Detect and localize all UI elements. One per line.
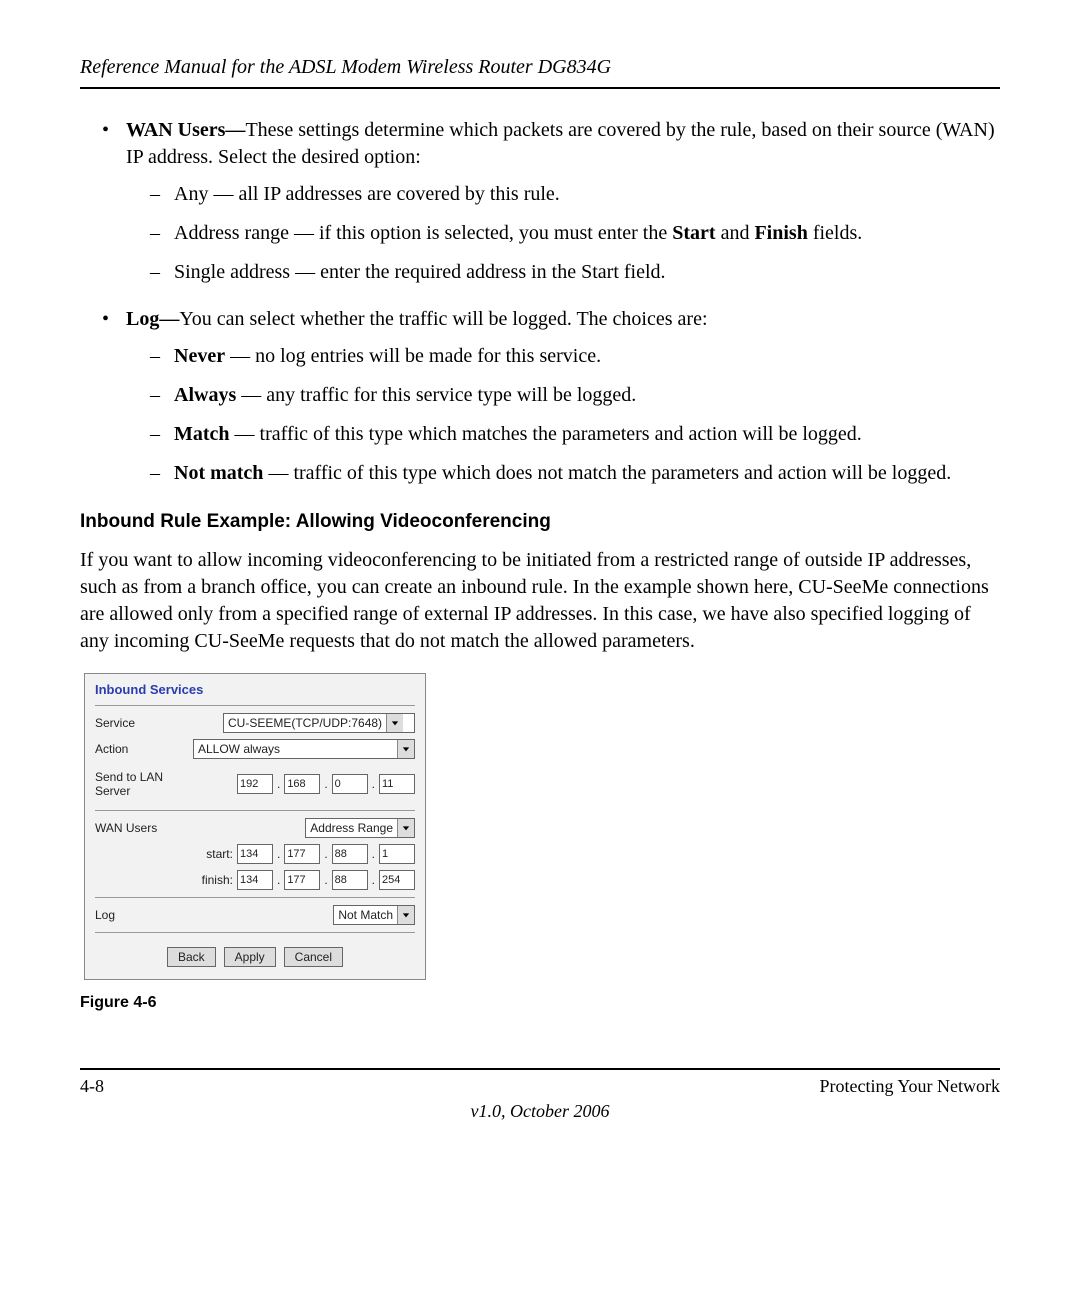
- addr-range-start: Start: [672, 222, 715, 244]
- footer-section-title: Protecting Your Network: [820, 1076, 1001, 1097]
- wan-users-select[interactable]: Address Range: [305, 818, 415, 838]
- action-label: Action: [95, 742, 193, 756]
- log-sub-always: Always — any traffic for this service ty…: [150, 382, 1000, 409]
- page-footer: 4-8 Protecting Your Network v1.0, Octobe…: [80, 1068, 1000, 1122]
- log-never-r: — no log entries will be made for this s…: [225, 345, 601, 367]
- lan-label: Send to LAN Server: [95, 770, 195, 798]
- wan-lead-bold: WAN Users—: [126, 119, 245, 141]
- lan-ip-4[interactable]: 11: [379, 774, 415, 794]
- log-notmatch-r: — traffic of this type which does not ma…: [263, 462, 951, 484]
- wan-start-ip-1[interactable]: 134: [237, 844, 273, 864]
- log-lead-rest: You can select whether the traffic will …: [179, 308, 707, 330]
- log-sub-match: Match — traffic of this type which match…: [150, 421, 1000, 448]
- page-header-title: Reference Manual for the ADSL Modem Wire…: [80, 56, 1000, 79]
- row-service: Service CU-SEEME(TCP/UDP:7648): [85, 710, 425, 736]
- dot: .: [276, 873, 281, 887]
- apply-button[interactable]: Apply: [224, 947, 276, 967]
- dot: .: [371, 873, 376, 887]
- wan-start-ip-2[interactable]: 177: [284, 844, 320, 864]
- chevron-down-icon: [397, 906, 414, 924]
- wan-finish-ip-3[interactable]: 88: [332, 870, 368, 890]
- log-always-b: Always: [174, 384, 236, 406]
- addr-range-finish: Finish: [754, 222, 807, 244]
- log-lead-bold: Log—: [126, 308, 179, 330]
- row-lan-server: Send to LAN Server 192. 168. 0. 11: [85, 762, 425, 806]
- log-select-value: Not Match: [334, 906, 397, 924]
- cancel-button[interactable]: Cancel: [284, 947, 343, 967]
- bullet-log: Log—You can select whether the traffic w…: [102, 306, 1000, 487]
- log-always-r: — any traffic for this service type will…: [236, 384, 636, 406]
- chevron-down-icon: [386, 714, 403, 732]
- screenshot-divider-1: [95, 705, 415, 706]
- body-content: WAN Users—These settings determine which…: [80, 117, 1000, 487]
- lan-ip-3[interactable]: 0: [332, 774, 368, 794]
- row-action: Action ALLOW always: [85, 736, 425, 762]
- wan-finish-ip-2[interactable]: 177: [284, 870, 320, 890]
- bullet-wan-users: WAN Users—These settings determine which…: [102, 117, 1000, 286]
- dot: .: [371, 777, 376, 791]
- dot: .: [276, 777, 281, 791]
- back-button[interactable]: Back: [167, 947, 216, 967]
- wan-start-ip-3[interactable]: 88: [332, 844, 368, 864]
- lan-ip-1[interactable]: 192: [237, 774, 273, 794]
- service-label: Service: [95, 716, 195, 730]
- wan-finish-ip-1[interactable]: 134: [237, 870, 273, 890]
- screenshot-divider-4: [95, 932, 415, 933]
- log-sub-never: Never — no log entries will be made for …: [150, 343, 1000, 370]
- log-match-b: Match: [174, 423, 230, 445]
- section-paragraph: If you want to allow incoming videoconfe…: [80, 547, 1000, 655]
- addr-range-end: fields.: [808, 222, 862, 244]
- wan-finish-label: finish:: [202, 873, 234, 887]
- log-match-r: — traffic of this type which matches the…: [230, 423, 862, 445]
- wan-users-select-value: Address Range: [306, 819, 397, 837]
- service-select[interactable]: CU-SEEME(TCP/UDP:7648): [223, 713, 415, 733]
- wan-finish-ip-4[interactable]: 254: [379, 870, 415, 890]
- wan-users-label: WAN Users: [95, 821, 195, 835]
- footer-rule: [80, 1068, 1000, 1070]
- dot: .: [323, 847, 328, 861]
- action-select[interactable]: ALLOW always: [193, 739, 415, 759]
- header-rule: [80, 87, 1000, 89]
- dot: .: [323, 873, 328, 887]
- log-never-b: Never: [174, 345, 225, 367]
- wan-sub-address-range: Address range — if this option is select…: [150, 220, 1000, 247]
- lan-ip-2[interactable]: 168: [284, 774, 320, 794]
- row-wan-finish: finish: 134. 177. 88. 254: [85, 867, 425, 893]
- addr-range-mid: and: [716, 222, 755, 244]
- service-select-value: CU-SEEME(TCP/UDP:7648): [224, 714, 386, 732]
- log-sub-notmatch: Not match — traffic of this type which d…: [150, 460, 1000, 487]
- log-notmatch-b: Not match: [174, 462, 263, 484]
- figure-caption: Figure 4-6: [80, 994, 1000, 1012]
- screenshot-title: Inbound Services: [85, 674, 425, 701]
- wan-sub-single: Single address — enter the required addr…: [150, 259, 1000, 286]
- addr-range-a: Address range — if this option is select…: [174, 222, 672, 244]
- log-select[interactable]: Not Match: [333, 905, 415, 925]
- screenshot-buttons: Back Apply Cancel: [85, 937, 425, 979]
- log-label: Log: [95, 908, 195, 922]
- row-log: Log Not Match: [85, 902, 425, 928]
- dot: .: [323, 777, 328, 791]
- chevron-down-icon: [397, 819, 414, 837]
- wan-start-ip-4[interactable]: 1: [379, 844, 415, 864]
- screenshot-divider-2: [95, 810, 415, 811]
- wan-lead-rest: These settings determine which packets a…: [126, 119, 995, 168]
- action-select-value: ALLOW always: [194, 740, 397, 758]
- wan-sub-any: Any — all IP addresses are covered by th…: [150, 181, 1000, 208]
- section-heading: Inbound Rule Example: Allowing Videoconf…: [80, 511, 1000, 533]
- chevron-down-icon: [397, 740, 414, 758]
- dot: .: [371, 847, 376, 861]
- footer-version: v1.0, October 2006: [80, 1101, 1000, 1122]
- row-wan-users: WAN Users Address Range: [85, 815, 425, 841]
- dot: .: [276, 847, 281, 861]
- wan-start-label: start:: [206, 847, 234, 861]
- inbound-services-screenshot: Inbound Services Service CU-SEEME(TCP/UD…: [84, 673, 426, 980]
- footer-page-number: 4-8: [80, 1076, 104, 1097]
- screenshot-divider-3: [95, 897, 415, 898]
- row-wan-start: start: 134. 177. 88. 1: [85, 841, 425, 867]
